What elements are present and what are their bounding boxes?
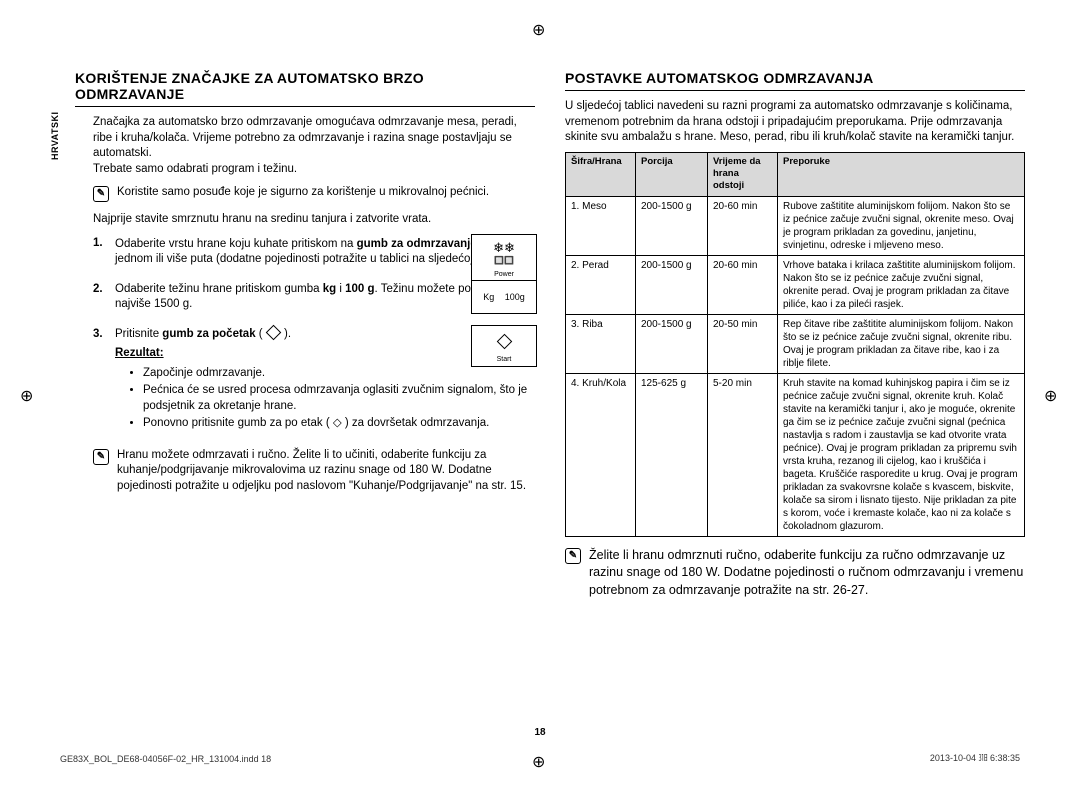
step-1: 1. Odaberite vrstu hrane koju kuhate pri…	[93, 236, 535, 268]
left-intro: Značajka za automatsko brzo odmrzavanje …	[75, 115, 535, 177]
registration-mark: ⊕	[532, 752, 548, 768]
table-row: 4. Kruh/Kola 125-625 g 5-20 min Kruh sta…	[566, 373, 1025, 536]
note-icon: ✎	[93, 186, 109, 202]
right-column: POSTAVKE AUTOMATSKOG ODMRZAVANJA U sljed…	[565, 70, 1025, 599]
page-number: 18	[534, 727, 545, 738]
result-bullets: Započinje odmrzavanje. Pećnica će se usr…	[115, 366, 535, 432]
step-num: 3.	[93, 327, 107, 434]
cell: Rubove zaštitite aluminijskom folijom. N…	[778, 196, 1025, 255]
step-bold: 100 g	[345, 283, 374, 295]
step-text: Odaberite vrstu hrane koju kuhate pritis…	[115, 238, 357, 250]
right-note: ✎ Želite li hranu odmrznuti ručno, odabe…	[565, 547, 1025, 600]
illustration-caption: Start	[497, 355, 512, 364]
cell: 4. Kruh/Kola	[566, 373, 636, 536]
table-row: 2. Perad 200-1500 g 20-60 min Vrhove bat…	[566, 255, 1025, 314]
cell: 2. Perad	[566, 255, 636, 314]
step-num: 2.	[93, 282, 107, 313]
cell: Rep čitave ribe zaštitite aluminijskom f…	[778, 314, 1025, 373]
kg-label: Kg	[483, 291, 494, 303]
note-2-text: Hranu možete odmrzavati i ručno. Želite …	[117, 448, 535, 495]
defrost-settings-table: Šifra/Hrana Porcija Vrijeme da hrana ods…	[565, 152, 1025, 537]
step-text: (	[256, 328, 266, 340]
note-icon: ✎	[565, 548, 581, 564]
cell: 200-1500 g	[636, 314, 708, 373]
cell: 5-20 min	[708, 373, 778, 536]
step-2-button-illustration: Kg 100g	[471, 280, 537, 314]
cell: 125-625 g	[636, 373, 708, 536]
note-1-text: Koristite samo posuđe koje je sigurno za…	[117, 185, 489, 202]
step-text: Odaberite težinu hrane pritiskom gumba	[115, 283, 323, 295]
steps-list: 1. Odaberite vrstu hrane koju kuhate pri…	[93, 236, 535, 434]
cell: 3. Riba	[566, 314, 636, 373]
bullet: Započinje odmrzavanje.	[143, 366, 535, 382]
right-intro: U sljedećoj tablici navedeni su razni pr…	[565, 99, 1025, 146]
table-row: 1. Meso 200-1500 g 20-60 min Rubove zašt…	[566, 196, 1025, 255]
bullet: Pećnica će se usred procesa odmrzavanja …	[143, 383, 535, 414]
cell: 200-1500 g	[636, 196, 708, 255]
start-diamond-icon	[266, 324, 282, 340]
cell: Vrhove bataka i krilaca zaštitite alumin…	[778, 255, 1025, 314]
th-code: Šifra/Hrana	[566, 152, 636, 196]
th-standtime: Vrijeme da hrana odstoji	[708, 152, 778, 196]
step-text: i	[336, 283, 345, 295]
right-heading: POSTAVKE AUTOMATSKOG ODMRZAVANJA	[565, 70, 1025, 91]
100g-label: 100g	[505, 291, 525, 303]
step-3: 3. Pritisnite gumb za početak ( ). Start…	[93, 327, 535, 434]
step-3-button-illustration: Start	[471, 325, 537, 367]
note-2: ✎ Hranu možete odmrzavati i ručno. Želit…	[93, 448, 535, 495]
left-heading: KORIŠTENJE ZNAČAJKE ZA AUTOMATSKO BRZO O…	[75, 70, 535, 107]
step-2: 2. Odaberite težinu hrane pritiskom gumb…	[93, 282, 535, 313]
th-portion: Porcija	[636, 152, 708, 196]
step-bold: kg	[323, 283, 336, 295]
right-note-text: Želite li hranu odmrznuti ručno, odaberi…	[589, 547, 1025, 600]
cell: 20-60 min	[708, 196, 778, 255]
step-num: 1.	[93, 236, 107, 268]
left-column: KORIŠTENJE ZNAČAJKE ZA AUTOMATSKO BRZO O…	[55, 70, 535, 599]
cell: 20-60 min	[708, 255, 778, 314]
cell: 1. Meso	[566, 196, 636, 255]
start-diamond-icon	[496, 333, 512, 349]
table-row: 3. Riba 200-1500 g 20-50 min Rep čitave …	[566, 314, 1025, 373]
footer-timestamp: 2013-10-04 ㏾ 6:38:35	[930, 751, 1020, 764]
footer-file: GE83X_BOL_DE68-04056F-02_HR_131004.indd …	[60, 754, 271, 764]
cell: Kruh stavite na komad kuhinjskog papira …	[778, 373, 1025, 536]
step-bold: gumb za početak	[162, 328, 255, 340]
pre-step-text: Najprije stavite smrznutu hranu na sredi…	[75, 212, 535, 228]
cell: 200-1500 g	[636, 255, 708, 314]
step-text: Pritisnite	[115, 328, 162, 340]
snowflake-icon: ❄❄	[493, 241, 515, 254]
th-recommend: Preporuke	[778, 152, 1025, 196]
step-bold: gumb za odmrzavanje	[357, 238, 477, 250]
note-icon: ✎	[93, 449, 109, 465]
illustration-caption: Power	[494, 270, 514, 279]
step-text: ).	[281, 328, 291, 340]
illustration-caption: 🔲🔲	[494, 256, 514, 267]
note-1: ✎ Koristite samo posuđe koje je sigurno …	[93, 185, 535, 202]
cell: 20-50 min	[708, 314, 778, 373]
bullet: Ponovno pritisnite gumb za po etak ( ◇ )…	[143, 416, 535, 432]
step-1-button-illustration: ❄❄ 🔲🔲 Power	[471, 234, 537, 283]
page-content: KORIŠTENJE ZNAČAJKE ZA AUTOMATSKO BRZO O…	[0, 0, 1080, 639]
